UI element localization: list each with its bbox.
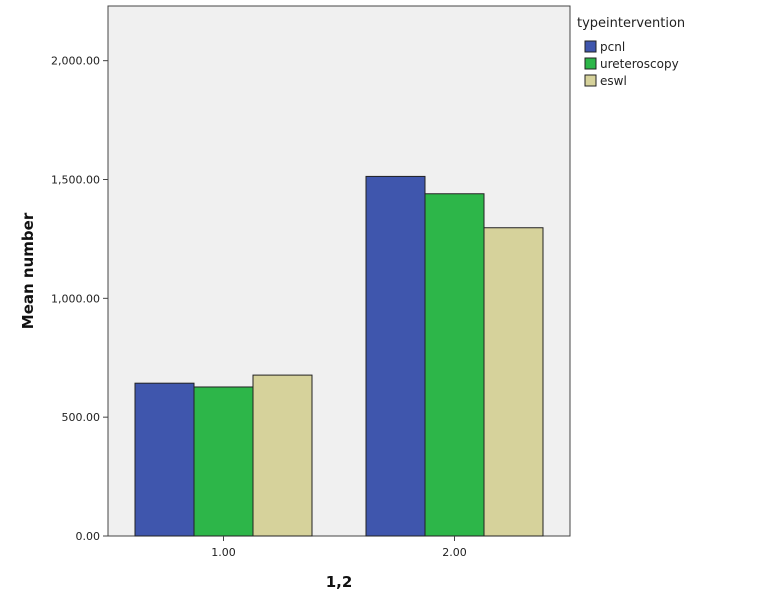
x-axis-ticks: 1.00 2.00 <box>211 536 467 559</box>
y-tick-label: 1,000.00 <box>51 292 100 305</box>
y-axis-ticks: 0.00 500.00 1,000.00 1,500.00 2,000.00 <box>51 55 108 543</box>
x-axis-title: 1,2 <box>326 573 353 591</box>
y-axis-title: Mean number <box>19 212 37 329</box>
legend-label-ureteroscopy: ureteroscopy <box>600 57 679 71</box>
bar-ureteroscopy-2.00 <box>424 193 485 537</box>
x-tick-label: 2.00 <box>442 546 467 559</box>
legend-swatch-eswl <box>584 74 597 87</box>
bar-eswl-1.00 <box>252 374 313 537</box>
bars-group <box>134 175 544 537</box>
legend-label-eswl: eswl <box>600 74 627 88</box>
legend-swatch-ureteroscopy <box>584 57 597 70</box>
legend-title: typeintervention <box>577 16 685 31</box>
y-tick-label: 2,000.00 <box>51 55 100 68</box>
y-tick-label: 500.00 <box>62 411 101 424</box>
x-tick-label: 1.00 <box>211 546 236 559</box>
legend-items: pcnl ureteroscopy eswl <box>584 40 679 88</box>
bar-pcnl-2.00 <box>365 175 426 537</box>
legend: typeintervention pcnl ureteroscopy eswl <box>577 16 685 88</box>
bar-eswl-2.00 <box>483 227 544 537</box>
bar-pcnl-1.00 <box>134 382 195 537</box>
bar-ureteroscopy-1.00 <box>193 386 254 537</box>
y-tick-label: 1,500.00 <box>51 173 100 186</box>
legend-label-pcnl: pcnl <box>600 40 625 54</box>
legend-swatch-pcnl <box>584 40 597 53</box>
y-tick-label: 0.00 <box>76 530 101 543</box>
